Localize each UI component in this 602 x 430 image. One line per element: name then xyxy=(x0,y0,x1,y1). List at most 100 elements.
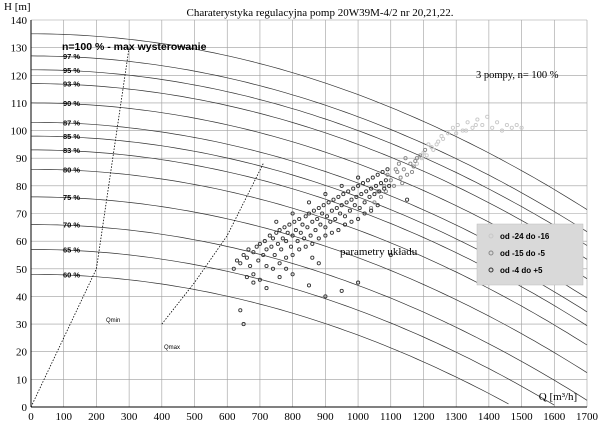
pump-curve xyxy=(31,168,588,346)
data-point xyxy=(377,189,382,194)
curve-label: 80 % xyxy=(63,165,80,174)
data-point xyxy=(293,228,298,233)
data-point xyxy=(369,205,374,211)
data-point xyxy=(279,247,284,252)
data-point xyxy=(306,283,312,288)
data-point xyxy=(264,247,269,252)
data-point xyxy=(298,230,303,235)
data-point xyxy=(269,244,274,249)
data-point xyxy=(369,186,374,191)
data-point xyxy=(362,200,367,205)
data-point xyxy=(475,117,480,122)
data-point xyxy=(362,211,367,216)
pumps-label: 3 pompy, n= 100 % xyxy=(476,70,559,81)
data-point xyxy=(385,172,390,177)
data-point xyxy=(310,219,315,224)
data-point xyxy=(334,205,339,211)
data-point xyxy=(352,203,357,208)
data-point xyxy=(302,236,307,241)
data-point xyxy=(297,216,302,222)
data-point xyxy=(295,239,300,244)
pump-curve xyxy=(31,196,588,373)
data-point xyxy=(341,192,346,197)
data-point xyxy=(378,194,384,199)
data-point xyxy=(251,250,256,255)
data-point xyxy=(364,189,369,194)
x-tick-label: 1000 xyxy=(347,411,370,423)
data-point xyxy=(231,266,236,271)
data-point xyxy=(238,261,243,266)
data-point xyxy=(251,272,256,277)
data-point xyxy=(277,261,282,266)
y-tick-label: 110 xyxy=(11,98,28,110)
data-point xyxy=(282,225,287,230)
y-tick-label: 40 xyxy=(16,291,28,303)
x-tick-label: 1700 xyxy=(576,411,599,423)
data-point xyxy=(284,255,289,260)
data-point xyxy=(264,286,269,291)
pump-curve xyxy=(30,249,555,406)
data-point xyxy=(305,225,310,230)
data-point xyxy=(434,142,439,147)
data-point xyxy=(413,158,418,164)
legend-box xyxy=(476,223,584,286)
data-point xyxy=(342,222,348,227)
x-tick-label: 1500 xyxy=(511,411,534,423)
data-point xyxy=(408,161,413,166)
data-point xyxy=(372,192,377,197)
data-point xyxy=(356,216,361,222)
system-parameters-label: parametry układu xyxy=(340,246,418,258)
data-point xyxy=(326,200,331,205)
curve-label: 95 % xyxy=(63,66,80,75)
data-point xyxy=(280,236,285,241)
legend: od -24 do -16 od -15 do -5 od -4 do +5 xyxy=(476,223,584,286)
data-point xyxy=(369,208,374,213)
data-point xyxy=(257,277,262,282)
data-point xyxy=(344,200,349,205)
data-point xyxy=(463,128,469,133)
curve-label: 65 % xyxy=(63,246,80,255)
data-point xyxy=(303,244,308,249)
data-point xyxy=(339,288,344,293)
qmax-label: Qmax xyxy=(164,345,180,351)
data-point xyxy=(254,244,259,249)
data-point xyxy=(514,122,519,128)
data-point xyxy=(264,263,269,269)
data-point xyxy=(418,153,423,158)
data-point xyxy=(360,181,366,186)
data-point xyxy=(375,189,380,194)
data-point xyxy=(357,205,362,211)
data-point xyxy=(382,183,387,188)
x-tick-label: 500 xyxy=(186,411,203,423)
x-tick-label: 900 xyxy=(317,411,334,423)
x-tick-label: 1300 xyxy=(445,411,468,423)
data-point xyxy=(290,272,295,277)
data-point xyxy=(270,266,276,271)
data-point xyxy=(336,194,341,199)
data-point xyxy=(401,167,406,172)
data-point xyxy=(257,241,262,246)
data-point xyxy=(445,131,451,136)
y-axis-label: H [m] xyxy=(4,1,31,13)
data-point xyxy=(274,230,279,235)
data-point xyxy=(297,247,302,252)
x-tick-label: 1100 xyxy=(380,411,402,423)
y-tick-label: 30 xyxy=(16,319,28,331)
y-tick-label: 60 xyxy=(16,236,28,248)
y-tick-label: 140 xyxy=(11,15,28,27)
y-tick-label: 70 xyxy=(16,209,28,221)
data-point xyxy=(470,125,475,130)
data-point xyxy=(519,125,524,130)
data-point xyxy=(277,228,282,233)
data-point xyxy=(303,214,308,219)
y-tick-label: 50 xyxy=(16,264,28,276)
data-point xyxy=(473,122,478,128)
data-point xyxy=(405,172,410,177)
data-point xyxy=(429,145,434,150)
data-point xyxy=(495,120,500,125)
data-point xyxy=(310,255,315,260)
data-point xyxy=(331,197,336,202)
data-point xyxy=(267,233,272,238)
grid xyxy=(30,19,588,408)
